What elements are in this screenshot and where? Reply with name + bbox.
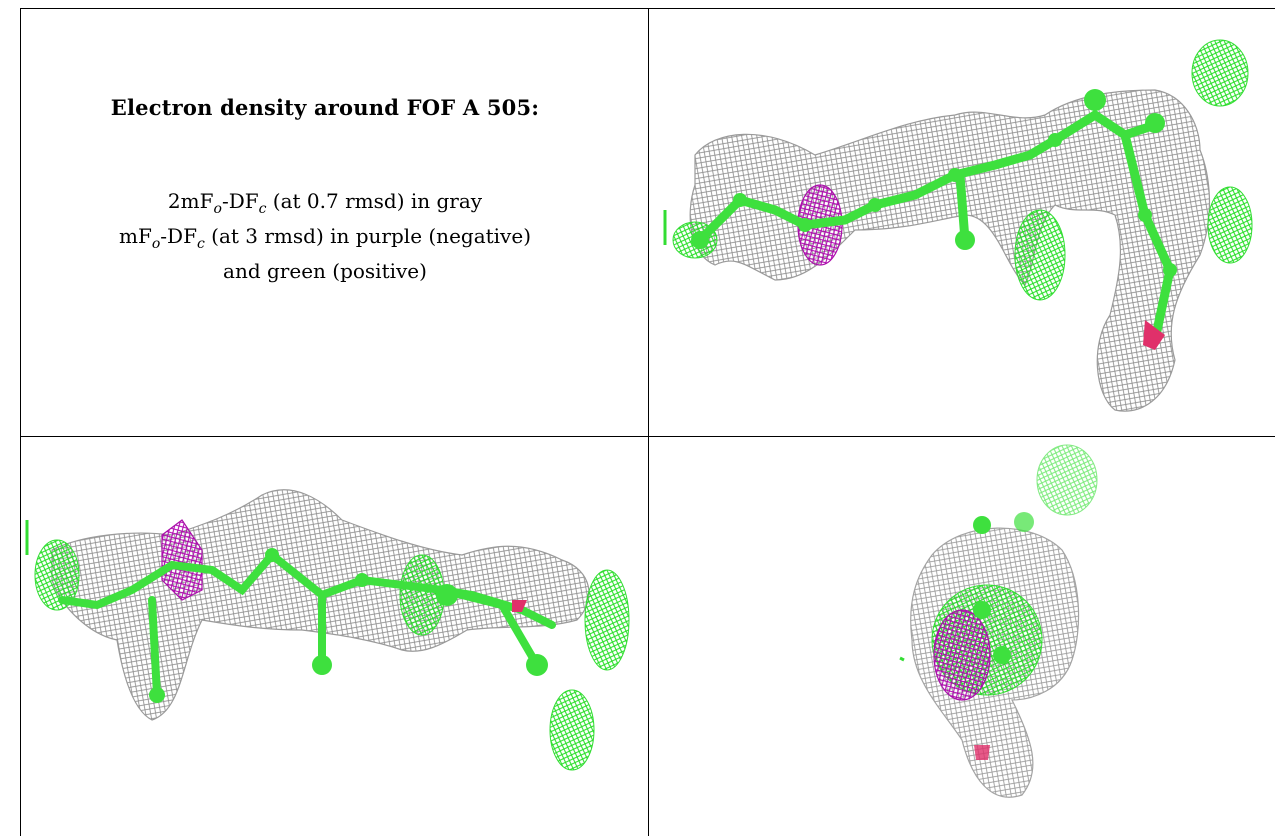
table-left-border	[20, 8, 21, 836]
oxygen-atom	[1143, 320, 1165, 350]
line2-a: mF	[119, 224, 152, 248]
gray-density-mesh	[689, 89, 1211, 412]
line1-b: -DF	[221, 189, 259, 213]
line1-sub-o: o	[213, 201, 222, 217]
line1-sub-c: c	[258, 201, 267, 217]
ligand-atoms	[149, 548, 548, 703]
line1-a: 2mF	[167, 189, 214, 213]
edge-mark	[899, 656, 905, 662]
caption-cell: Electron density around FOF A 505: 2mFo-…	[20, 95, 630, 285]
purple-density-blob	[933, 609, 991, 701]
view-bottom-right	[652, 440, 1272, 832]
line2-sub-c: c	[196, 236, 205, 252]
caption-title: Electron density around FOF A 505:	[110, 95, 540, 120]
table-center-divider	[648, 8, 649, 836]
ligand-atoms	[973, 512, 1034, 664]
caption-description: 2mFo-DFc (at 0.7 rmsd) in gray mFo-DFc (…	[20, 188, 630, 285]
green-density-blobs	[34, 539, 630, 771]
view-top-right	[655, 15, 1270, 430]
line1-rest: (at 0.7 rmsd) in gray	[266, 189, 483, 213]
line2-b: -DF	[160, 224, 197, 248]
purple-density-blob	[161, 519, 203, 601]
oxygen-atom	[974, 745, 990, 760]
caption-line-fo-dfc: mFo-DFc (at 3 rmsd) in purple (negative)	[20, 223, 630, 258]
line2-sub-o: o	[151, 236, 161, 252]
caption-line-2fo-dfc: 2mFo-DFc (at 0.7 rmsd) in gray	[20, 188, 630, 223]
line2-rest: (at 3 rmsd) in purple (negative)	[204, 224, 531, 248]
table-top-border	[20, 8, 1275, 9]
table-middle-divider	[20, 436, 1275, 437]
oxygen-atom	[512, 600, 527, 612]
caption-line-green: and green (positive)	[223, 259, 427, 283]
view-bottom-left	[22, 440, 644, 832]
ligand-atoms	[691, 89, 1177, 277]
